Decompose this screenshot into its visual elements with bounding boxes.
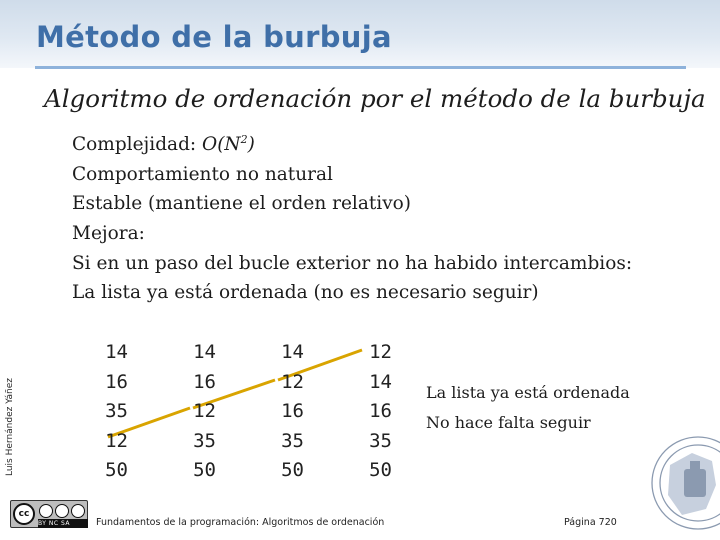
bullet-behavior: Comportamiento no natural	[72, 163, 333, 185]
array-value: 16	[369, 400, 392, 422]
university-crest-icon	[651, 436, 720, 530]
author-label: Luis Hernández Yáñez	[5, 378, 15, 476]
complexity-o: O(N	[202, 134, 241, 156]
array-value: 16	[193, 370, 216, 393]
bullet-conclusion: La lista ya está ordenada (no es necesar…	[72, 282, 539, 304]
bullet-list: Complejidad: O(N2) Comportamiento no nat…	[72, 125, 632, 308]
array-value: 12	[281, 370, 304, 393]
array-value: 16	[281, 400, 304, 422]
array-value: 35	[281, 429, 304, 452]
array-value: 35	[369, 429, 392, 452]
slide-title: Método de la burbuja	[36, 20, 392, 54]
array-value: 50	[105, 459, 128, 481]
note-line-2: No hace falta seguir	[426, 413, 591, 432]
array-value: 35	[193, 429, 216, 452]
array-column-2: 14 16 12 35 50	[176, 338, 216, 486]
license-by-label: BY	[38, 520, 47, 527]
array-value: 12	[369, 341, 392, 363]
title-rule	[35, 66, 686, 69]
bullet-stable: Estable (mantiene el orden relativo)	[72, 193, 412, 215]
slide-subtitle: Algoritmo de ordenación por el método de…	[44, 84, 706, 113]
array-column-3: 14 12 16 35 50	[264, 338, 304, 486]
complexity-close: )	[247, 134, 255, 156]
license-sa-label: SA	[60, 520, 71, 527]
array-value: 12	[193, 400, 216, 422]
footer-page-number: Página 720	[564, 517, 617, 528]
bullet-improvement: Mejora:	[72, 222, 145, 244]
license-nc-label: NC	[48, 520, 59, 527]
array-value: 12	[105, 429, 128, 452]
title-bar	[0, 0, 720, 68]
sa-icon	[71, 504, 85, 518]
note-line-1: La lista ya está ordenada	[426, 383, 630, 402]
array-value: 35	[105, 400, 128, 422]
array-value: 14	[369, 370, 392, 393]
array-value: 14	[193, 341, 216, 363]
array-value: 16	[105, 370, 128, 393]
cc-icon: cc	[13, 503, 35, 525]
array-value: 14	[281, 341, 304, 363]
array-column-4: 12 14 16 35 50	[352, 338, 392, 486]
license-labels: BY NC SA	[38, 519, 88, 528]
array-value: 50	[369, 459, 392, 481]
bullet-complexity: Complejidad: O(N2)	[72, 125, 632, 160]
array-value: 14	[105, 341, 128, 363]
cc-license-badge[interactable]: cc BY NC SA	[10, 500, 88, 528]
bullet-condition: Si en un paso del bucle exterior no ha h…	[72, 252, 633, 274]
complexity-label: Complejidad:	[72, 134, 203, 156]
by-icon	[39, 504, 53, 518]
array-value: 50	[281, 459, 304, 481]
footer-course: Fundamentos de la programación: Algoritm…	[96, 517, 385, 528]
array-value: 50	[193, 459, 216, 481]
nc-icon	[55, 504, 69, 518]
array-column-1: 14 16 35 12 50	[88, 338, 128, 486]
complexity-exponent: 2	[240, 133, 248, 146]
sorted-note: La lista ya está ordenada No hace falta …	[426, 378, 630, 438]
complexity-formula: O(N2)	[202, 133, 255, 156]
